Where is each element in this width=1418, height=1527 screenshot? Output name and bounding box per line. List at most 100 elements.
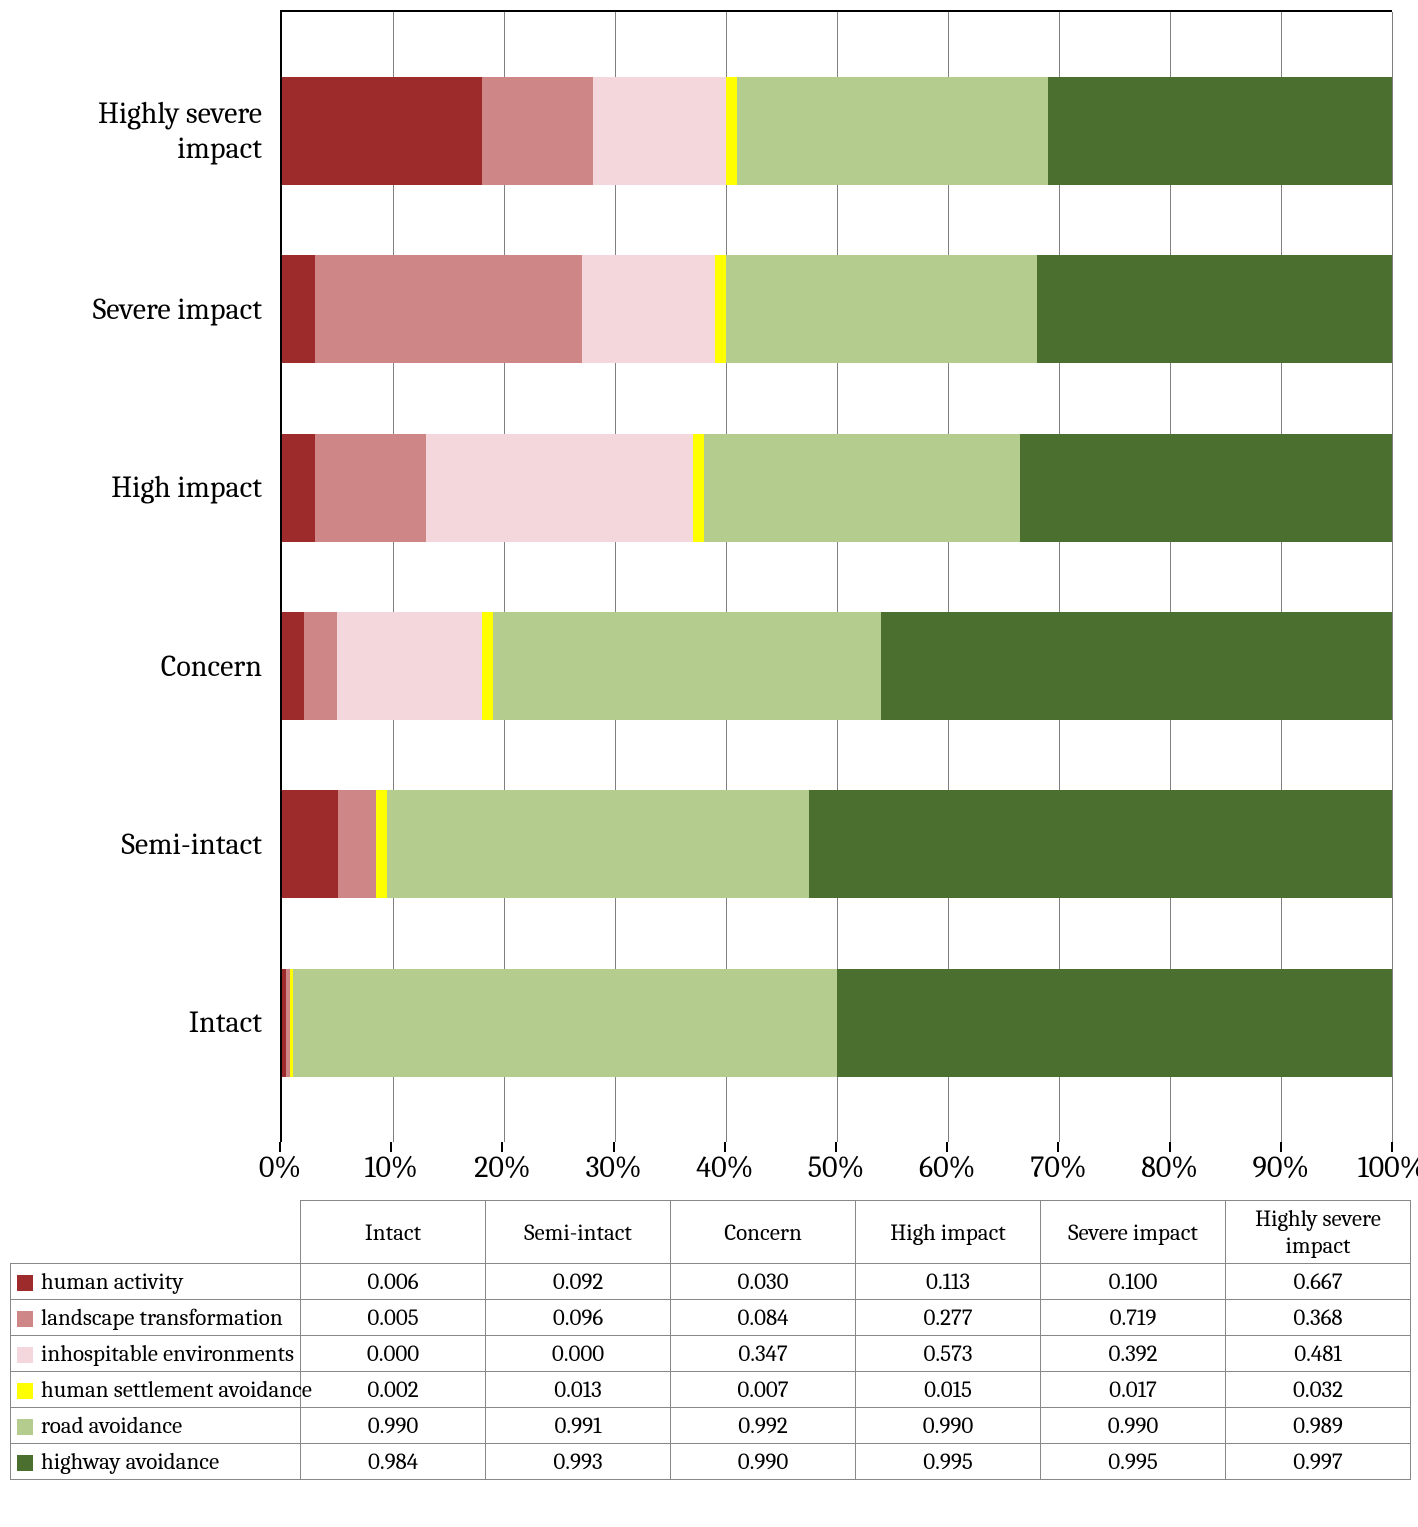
table-row: highway avoidance 0.9840.9930.990 0.9950.9… xyxy=(11,1444,1411,1480)
table-cell: 0.006 xyxy=(301,1264,486,1300)
plot-area: Highly severe impactSevere impactHigh im… xyxy=(280,10,1392,1142)
table-row: human settlement avoidance0.0020.0130.00… xyxy=(11,1372,1411,1408)
bar-segment-road_avoidance xyxy=(704,434,1020,542)
table-cell: 0.277 xyxy=(856,1300,1041,1336)
table-cell: 0.007 xyxy=(671,1372,856,1408)
table-cell: 0.990 xyxy=(856,1408,1041,1444)
bar-segment-landscape_transformation xyxy=(315,434,426,542)
stacked-bar xyxy=(282,612,1392,720)
legend-label: human activity xyxy=(41,1268,183,1295)
bar-segment-landscape_transformation xyxy=(338,790,377,898)
bar-row: High impact xyxy=(282,434,1392,542)
bar-segment-inhospitable_environments xyxy=(426,434,692,542)
table-cell: 0.993 xyxy=(486,1444,671,1480)
table-cell: 0.013 xyxy=(486,1372,671,1408)
table-cell: 0.000 xyxy=(301,1336,486,1372)
table-row-header: road avoidance xyxy=(11,1408,301,1444)
table-cell: 0.667 xyxy=(1226,1264,1411,1300)
bar-row: Highly severe impact xyxy=(282,77,1392,185)
legend-label: landscape transformation xyxy=(41,1304,283,1331)
table-cell: 0.032 xyxy=(1226,1372,1411,1408)
x-axis-label: 50% xyxy=(808,1150,864,1185)
x-axis-label: 100% xyxy=(1358,1150,1418,1185)
x-axis-label: 70% xyxy=(1030,1150,1086,1185)
bar-segment-road_avoidance xyxy=(737,77,1048,185)
bar-segment-inhospitable_environments xyxy=(337,612,481,720)
table-cell: 0.995 xyxy=(1041,1444,1226,1480)
x-axis-label: 90% xyxy=(1253,1150,1310,1185)
table-cell: 0.984 xyxy=(301,1444,486,1480)
table-row-header: highway avoidance xyxy=(11,1444,301,1480)
table-row: human activity0.0060.0920.0300.1130.1000… xyxy=(11,1264,1411,1300)
data-table: IntactSemi-intactConcernHigh impactSever… xyxy=(10,1200,1411,1480)
table-column-header: Concern xyxy=(671,1201,856,1264)
y-axis-label: Intact xyxy=(10,1005,272,1040)
chart-container: Highly severe impact Severe impact High im… xyxy=(0,0,1418,1488)
bar-segment-highway_avoidance xyxy=(1048,77,1392,185)
bar-segment-road_avoidance xyxy=(293,969,837,1077)
x-axis-label: 20% xyxy=(474,1150,530,1185)
table-column-header: Intact xyxy=(301,1201,486,1264)
table-row: inhospitable environments0.0000.0000.347… xyxy=(11,1336,1411,1372)
table-cell: 0.989 xyxy=(1226,1408,1411,1444)
table-cell: 0.000 xyxy=(486,1336,671,1372)
table-cell: 0.368 xyxy=(1226,1300,1411,1336)
table-row-header: inhospitable environments xyxy=(11,1336,301,1372)
table-cell: 0.990 xyxy=(671,1444,856,1480)
bar-segment-road_avoidance xyxy=(493,612,882,720)
legend-label: highway avoidance xyxy=(41,1448,219,1475)
bar-segment-road_avoidance xyxy=(387,790,809,898)
x-axis-label: 40% xyxy=(696,1150,753,1185)
x-axis: 0%10%20%30%40%50%60%70%80%90%100% xyxy=(280,1142,1392,1194)
bar-segment-human_activity xyxy=(282,434,315,542)
bar-segment-landscape_transformation xyxy=(315,255,581,363)
table-cell: 0.002 xyxy=(301,1372,486,1408)
table-cell: 0.084 xyxy=(671,1300,856,1336)
table-cell: 0.719 xyxy=(1041,1300,1226,1336)
table-column-header: Semi-intact xyxy=(486,1201,671,1264)
bar-segment-landscape_transformation xyxy=(304,612,337,720)
bar-segment-human_settlement_avoidance xyxy=(715,255,726,363)
stacked-bar xyxy=(282,255,1392,363)
table-cell: 0.100 xyxy=(1041,1264,1226,1300)
x-axis-label: 80% xyxy=(1141,1150,1198,1185)
bar-segment-human_activity xyxy=(282,77,482,185)
legend-label: inhospitable environments xyxy=(41,1340,294,1367)
x-axis-label: 0% xyxy=(259,1150,301,1185)
bar-segment-landscape_transformation xyxy=(482,77,593,185)
table-row-header: human settlement avoidance xyxy=(11,1372,301,1408)
bar-segment-highway_avoidance xyxy=(1020,434,1392,542)
legend-label: road avoidance xyxy=(41,1412,182,1439)
table-cell: 0.347 xyxy=(671,1336,856,1372)
stacked-bar xyxy=(282,434,1392,542)
table-cell: 0.015 xyxy=(856,1372,1041,1408)
y-axis-label: Concern xyxy=(10,649,272,684)
bar-segment-human_activity xyxy=(282,790,338,898)
legend-swatch-icon xyxy=(17,1419,33,1435)
legend-swatch-icon xyxy=(17,1275,33,1291)
legend-swatch-icon xyxy=(17,1455,33,1471)
y-axis-label: Highly severe impact xyxy=(10,96,272,166)
legend-label: human settlement avoidance xyxy=(41,1376,312,1403)
legend-swatch-icon xyxy=(17,1347,33,1363)
table-row-header: landscape transformation xyxy=(11,1300,301,1336)
bar-segment-inhospitable_environments xyxy=(582,255,715,363)
bar-segment-human_settlement_avoidance xyxy=(482,612,493,720)
x-axis-label: 30% xyxy=(586,1150,642,1185)
bar-row: Concern xyxy=(282,612,1392,720)
bar-segment-highway_avoidance xyxy=(1037,255,1392,363)
bars-column: Highly severe impactSevere impactHigh im… xyxy=(282,12,1392,1142)
table-blank-header xyxy=(11,1201,301,1264)
y-axis-label: Semi-intact xyxy=(10,827,272,862)
table-cell: 0.092 xyxy=(486,1264,671,1300)
table-row-header: human activity xyxy=(11,1264,301,1300)
table-row: landscape transformation0.0050.0960.0840… xyxy=(11,1300,1411,1336)
stacked-bar xyxy=(282,969,1392,1077)
table-cell: 0.005 xyxy=(301,1300,486,1336)
table-cell: 0.997 xyxy=(1226,1444,1411,1480)
table-column-header: High impact xyxy=(856,1201,1041,1264)
table-cell: 0.392 xyxy=(1041,1336,1226,1372)
table-cell: 0.991 xyxy=(486,1408,671,1444)
y-axis-label: Severe impact xyxy=(10,292,272,327)
table-cell: 0.481 xyxy=(1226,1336,1411,1372)
